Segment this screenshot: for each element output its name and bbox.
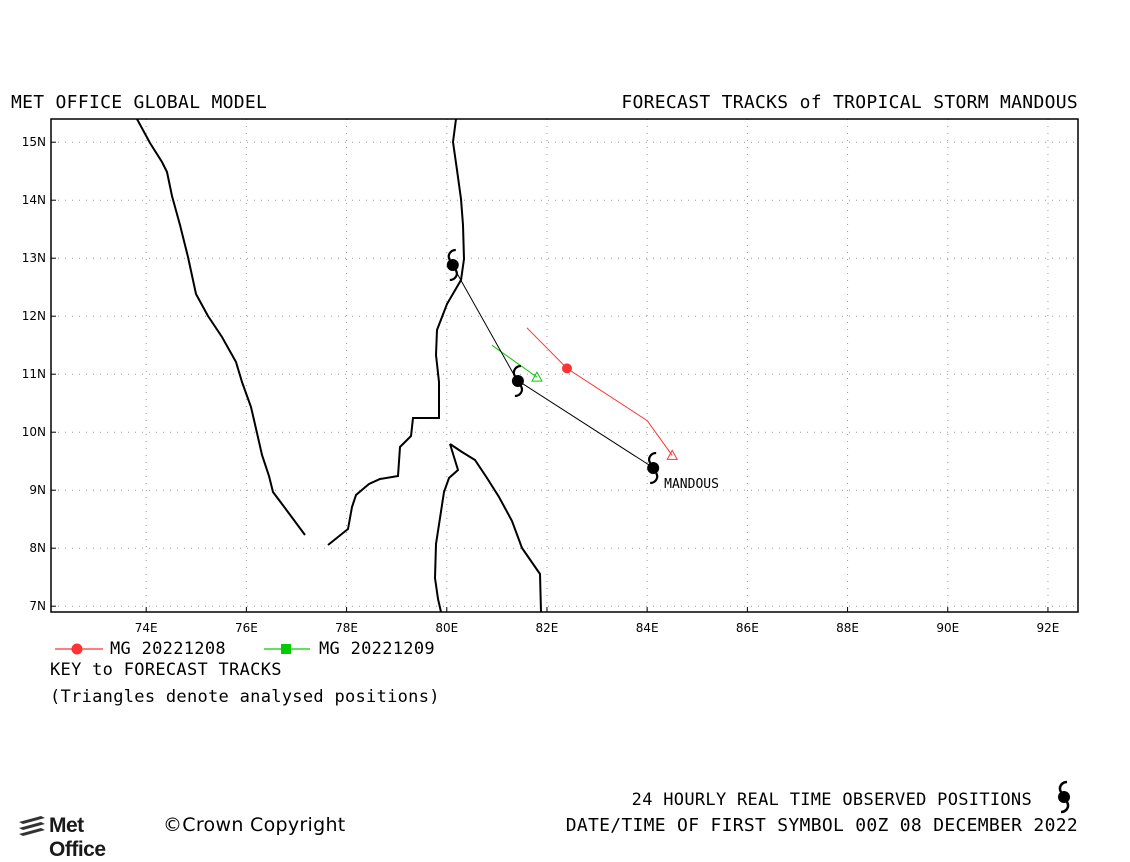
coastline-path [433, 443, 460, 613]
chart-title: FORECAST TRACKS of TROPICAL STORM MANDOU… [621, 92, 1078, 113]
forecast-track-line [491, 344, 538, 378]
cyclone-eye [446, 259, 459, 271]
red-circle-icon [71, 643, 83, 655]
coastline [136, 118, 542, 613]
first-symbol-datetime: DATE/TIME OF FIRST SYMBOL 00Z 08 DECEMBE… [565, 815, 1078, 836]
map-frame [50, 118, 1079, 613]
legend-label: MG 20221208 [110, 639, 226, 659]
analysed-triangle-icon [666, 449, 679, 460]
axis-ticks: 74E 76E 78E 80E 82E 84E 86E 88E 90E 92E 15N 14N 13N 1… [22, 135, 1060, 635]
lat-tick-label: 8N [29, 541, 46, 555]
forecast-track-line [526, 327, 673, 456]
legend-key-note: (Triangles denote analysed positions) [50, 687, 440, 707]
cyclone-icon [446, 248, 459, 282]
coastline-path [449, 443, 542, 613]
cyclone-icon [647, 451, 660, 485]
lat-tick-label: 14N [22, 193, 46, 207]
lat-tick-label: 7N [29, 599, 46, 613]
legend-item-mg-20221209: MG 20221209 [264, 640, 464, 660]
legend-label: MG 20221209 [319, 639, 435, 659]
cyclone-icon [511, 364, 524, 398]
legend-marker-red [55, 643, 103, 655]
lon-tick-label: 82E [536, 621, 559, 635]
forecast-marker-circle [562, 363, 573, 374]
green-square-icon [281, 644, 291, 654]
lat-tick-label: 9N [29, 483, 46, 497]
lon-tick-label: 92E [1037, 621, 1060, 635]
forecast-tracks [491, 327, 679, 460]
legend-key-title: KEY to FORECAST TRACKS [50, 660, 282, 680]
legend-marker-green [264, 644, 310, 654]
observed-track [446, 248, 660, 485]
cyclone-arm [648, 451, 657, 464]
coastline-path [327, 118, 466, 546]
cyclone-eye [647, 462, 660, 474]
lat-tick-label: 15N [22, 135, 46, 149]
met-office-logo-icon [19, 816, 45, 836]
cyclone-arm [512, 364, 522, 377]
cyclone-arm [449, 269, 458, 282]
met-office-logo-text: Met Office [49, 814, 106, 861]
lon-tick-label: 78E [335, 621, 358, 635]
coastline-path [136, 118, 306, 536]
lat-tick-label: 11N [22, 367, 46, 381]
lon-tick-label: 74E [135, 621, 158, 635]
legend-item-mg-20221208: MG 20221208 [55, 640, 255, 660]
storm-label: MANDOUS [664, 477, 719, 492]
lat-tick-label: 10N [22, 425, 46, 439]
model-title: MET OFFICE GLOBAL MODEL [11, 92, 268, 113]
cyclone-arm [447, 248, 456, 261]
lon-tick-label: 88E [836, 621, 859, 635]
observed-track-line [451, 263, 653, 468]
cyclone-icon [1058, 780, 1070, 814]
cyclone-eye [511, 375, 524, 387]
copyright-notice: ©Crown Copyright [163, 814, 346, 836]
track-map: 74E 76E 78E 80E 82E 84E 86E 88E 90E 92E 15N 14N 13N 1… [22, 118, 1079, 635]
lat-tick-label: 12N [22, 309, 46, 323]
lat-tick-label: 13N [22, 251, 46, 265]
lon-tick-label: 86E [736, 621, 759, 635]
observed-positions-note: 24 HOURLY REAL TIME OBSERVED POSITIONS [631, 790, 1032, 810]
lon-tick-label: 76E [235, 621, 258, 635]
lon-tick-label: 80E [435, 621, 458, 635]
analysed-triangle-icon [531, 371, 543, 382]
lon-tick-label: 84E [636, 621, 659, 635]
lon-tick-label: 90E [936, 621, 959, 635]
cyclone-arm [514, 385, 524, 398]
cyclone-arm [650, 472, 659, 485]
